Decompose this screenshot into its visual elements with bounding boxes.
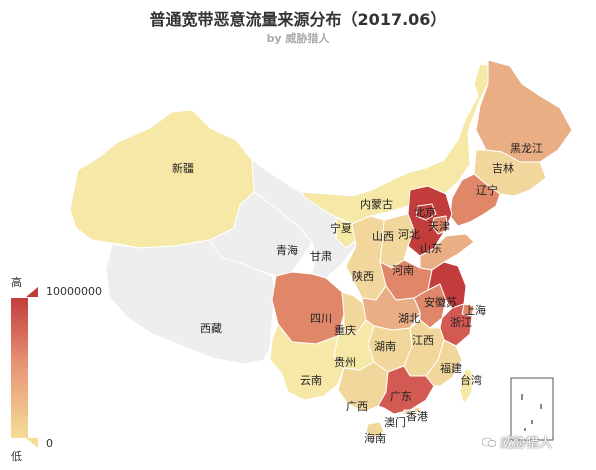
watermark: 威胁猎人 — [482, 432, 552, 451]
province-label-henan: 河南 — [392, 264, 414, 277]
province-label-ningxia: 宁夏 — [330, 221, 352, 235]
province-label-taiwan: 台湾 — [460, 373, 482, 387]
province-label-jiangxi: 江西 — [412, 334, 434, 347]
province-beijing[interactable] — [415, 203, 437, 221]
legend-high-label: 高 — [11, 276, 22, 289]
legend-color-bar[interactable] — [11, 298, 28, 438]
province-label-qinghai: 青海 — [276, 243, 298, 257]
province-label-neimenggu: 内蒙古 — [360, 197, 393, 211]
map-title: 普通宽带恶意流量来源分布（2017.06） — [149, 10, 447, 29]
province-qinghai[interactable] — [209, 191, 313, 277]
legend-max-value: 10000000 — [46, 285, 102, 298]
province-label-chongqing: 重庆 — [334, 323, 356, 337]
south-china-sea-inset — [510, 377, 554, 441]
watermark-text: 威胁猎人 — [500, 436, 553, 451]
province-yunnan[interactable] — [269, 323, 345, 401]
province-label-beijing: 北京 — [414, 205, 436, 219]
province-label-shandong: 山东 — [420, 242, 442, 255]
province-label-guangxi: 广西 — [346, 400, 368, 413]
legend-min-value: 0 — [46, 437, 53, 450]
province-xinjiang[interactable] — [69, 109, 255, 249]
chat-bubble-icon — [482, 437, 496, 447]
south-china-sea-islands — [521, 394, 542, 431]
province-label-zhejiang: 浙江 — [450, 316, 472, 329]
province-label-hainan: 海南 — [364, 431, 386, 445]
province-label-jiangsu: 苏 — [446, 296, 457, 309]
legend-low-label: 低 — [11, 450, 22, 463]
province-label-liaoning: 辽宁 — [476, 183, 498, 197]
province-label-fujian: 福建 — [440, 361, 462, 375]
province-label-gansu: 甘肃 — [310, 250, 332, 263]
province-label-hunan: 湖南 — [374, 340, 396, 353]
province-label-hebei: 河北 — [398, 228, 420, 241]
province-label-shanghai: 上海 — [464, 303, 486, 317]
province-fujian[interactable] — [425, 339, 463, 387]
province-label-guizhou: 贵州 — [334, 356, 356, 369]
province-sichuan[interactable] — [271, 271, 345, 345]
province-label-aomen: 澳门 — [384, 415, 406, 429]
province-label-shaanxi: 陕西 — [352, 269, 374, 283]
province-label-xianggang: 香港 — [406, 410, 428, 423]
province-label-xinjiang: 新疆 — [172, 161, 194, 175]
province-aomen[interactable] — [403, 409, 410, 415]
province-label-xizang: 西藏 — [200, 322, 222, 335]
province-label-hubei: 湖北 — [398, 312, 420, 325]
province-hainan[interactable] — [365, 421, 385, 439]
province-ningxia[interactable] — [335, 217, 357, 249]
province-label-tianjin: 天津 — [428, 220, 450, 233]
province-label-yunnan: 云南 — [300, 374, 322, 387]
province-label-anhui: 安徽 — [424, 295, 446, 309]
province-tianjin[interactable] — [431, 215, 449, 235]
map-subtitle: by 威胁猎人 — [266, 32, 330, 45]
legend-max-handle[interactable] — [26, 287, 38, 297]
legend-min-handle[interactable] — [26, 438, 38, 448]
province-taiwan[interactable] — [459, 367, 473, 405]
province-label-shanxi: 山西 — [372, 230, 394, 243]
province-label-heilongjiang: 黑龙江 — [510, 142, 543, 155]
province-label-jilin: 吉林 — [492, 161, 514, 175]
province-xianggang[interactable] — [413, 406, 421, 414]
province-label-sichuan: 四川 — [310, 312, 332, 325]
province-label-guangdong: 广东 — [390, 390, 412, 403]
province-guangdong[interactable] — [377, 365, 435, 415]
